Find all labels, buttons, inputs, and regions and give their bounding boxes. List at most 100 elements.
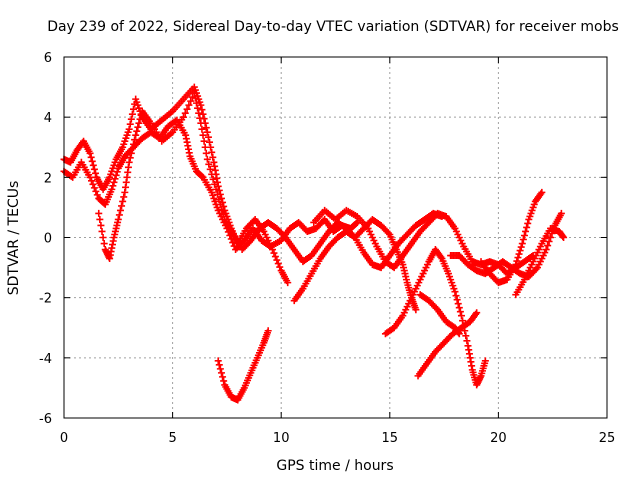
data-point	[352, 219, 360, 227]
x-tick-label: 20	[490, 431, 507, 446]
data-point	[276, 263, 284, 271]
data-point	[452, 292, 460, 300]
data-point	[198, 125, 206, 133]
data-point	[245, 238, 253, 246]
data-point	[203, 128, 211, 136]
data-point	[130, 105, 138, 113]
data-point	[218, 205, 226, 213]
data-point	[118, 202, 126, 210]
data-point	[125, 125, 133, 133]
data-point	[195, 109, 203, 117]
data-point	[86, 173, 94, 181]
data-point	[432, 304, 440, 312]
data-point	[518, 240, 526, 248]
data-point	[206, 165, 214, 173]
data-point	[219, 373, 227, 381]
data-point	[202, 124, 210, 132]
data-point	[524, 219, 532, 227]
data-point	[199, 131, 207, 139]
y-tick-label: 0	[44, 232, 52, 247]
data-point	[119, 197, 127, 205]
data-point	[89, 180, 97, 188]
data-point	[112, 171, 120, 179]
data-point	[128, 110, 136, 118]
data-point	[116, 206, 124, 214]
y-tick-label: 4	[44, 111, 52, 126]
series-arc12	[214, 327, 272, 404]
data-point	[560, 234, 568, 241]
data-point	[89, 161, 97, 169]
data-layer	[60, 83, 568, 404]
data-point	[226, 231, 234, 239]
series-arc11	[512, 224, 568, 299]
data-point	[92, 187, 100, 195]
data-point	[114, 215, 122, 223]
data-point	[190, 89, 198, 97]
data-point	[454, 300, 462, 308]
data-point	[215, 195, 223, 203]
data-point	[215, 361, 223, 369]
data-point	[455, 304, 463, 312]
data-point	[384, 229, 392, 237]
y-tick-label: 6	[44, 51, 52, 66]
data-point	[99, 234, 107, 241]
data-point	[523, 223, 531, 231]
data-point	[516, 247, 524, 255]
data-point	[515, 250, 523, 258]
data-point	[200, 137, 208, 145]
data-point	[93, 191, 101, 199]
data-point	[198, 106, 206, 114]
data-point	[280, 232, 288, 240]
data-point	[111, 175, 119, 183]
x-tick-label: 25	[599, 431, 616, 446]
data-point	[90, 165, 98, 173]
data-point	[135, 119, 143, 127]
data-point	[127, 149, 135, 157]
x-axis-title: GPS time / hours	[276, 458, 393, 474]
data-point	[87, 153, 95, 161]
data-point	[457, 312, 465, 320]
data-point	[459, 317, 467, 325]
data-point	[108, 185, 116, 193]
data-point	[185, 101, 193, 109]
data-point	[203, 155, 211, 163]
data-point	[179, 113, 187, 121]
series-arc7	[414, 309, 481, 380]
data-point	[133, 127, 141, 135]
data-point	[274, 260, 282, 268]
data-point	[220, 377, 228, 385]
data-point	[91, 169, 99, 177]
data-point	[125, 158, 133, 166]
data-point	[463, 337, 471, 345]
data-point	[110, 178, 118, 186]
data-point	[97, 221, 105, 229]
data-point	[191, 94, 199, 102]
series-arc8	[416, 291, 463, 338]
y-tick-label: -6	[39, 412, 52, 427]
data-point	[90, 184, 98, 192]
data-point	[209, 175, 217, 183]
data-point	[86, 149, 94, 157]
data-point	[96, 215, 104, 223]
data-point	[109, 182, 117, 190]
data-point	[537, 190, 545, 198]
data-point	[134, 123, 142, 131]
data-point	[514, 254, 522, 262]
data-point	[88, 177, 96, 185]
data-point	[187, 97, 195, 105]
data-point	[198, 172, 206, 180]
data-point	[204, 133, 212, 141]
grid	[64, 57, 607, 418]
data-point	[126, 120, 134, 128]
data-point	[453, 296, 461, 304]
data-point	[214, 357, 222, 365]
data-point	[213, 190, 221, 198]
data-point	[284, 279, 292, 287]
data-point	[98, 227, 106, 235]
data-point	[199, 110, 207, 118]
data-point	[209, 153, 217, 161]
data-point	[219, 210, 227, 218]
data-point	[211, 180, 219, 188]
data-point	[212, 185, 220, 193]
